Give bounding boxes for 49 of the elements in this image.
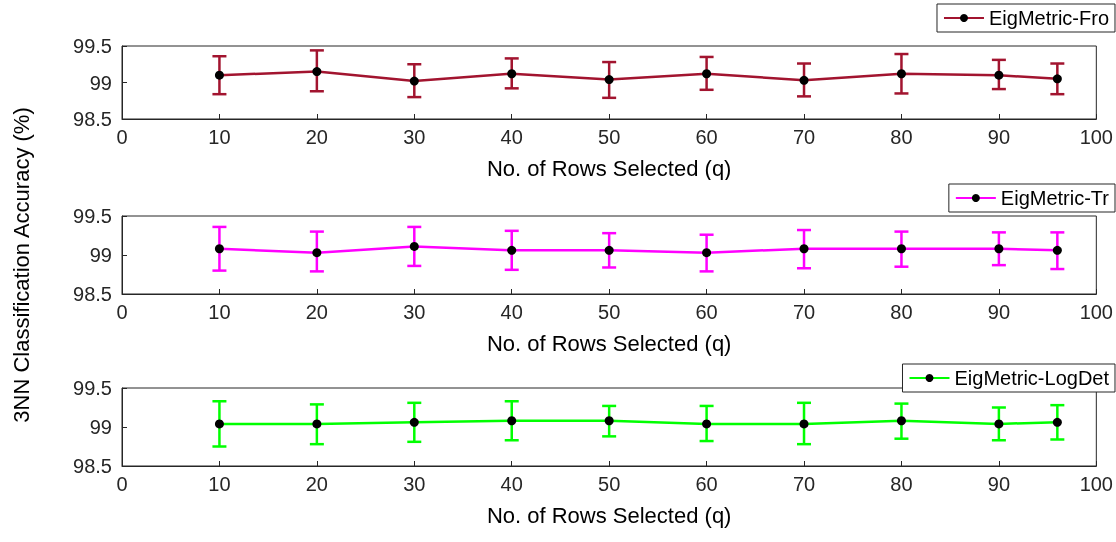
x-axis-title: No. of Rows Selected (q) xyxy=(486,330,732,356)
x-tick-label: 0 xyxy=(116,301,128,323)
x-tick-label: 90 xyxy=(987,126,1011,148)
legend-label: EigMetric-Tr xyxy=(1000,187,1110,209)
x-tick-label: 80 xyxy=(890,126,913,148)
x-tick-label: 10 xyxy=(208,301,231,323)
legend-label: EigMetric-LogDet xyxy=(954,367,1110,389)
x-tick-label: 30 xyxy=(403,301,426,323)
x-tick-label: 60 xyxy=(695,126,718,148)
x-tick-label: 40 xyxy=(500,126,523,148)
y-tick-label: 99 xyxy=(89,244,112,266)
x-tick-label: 50 xyxy=(598,126,621,148)
x-tick-label: 10 xyxy=(208,473,231,495)
x-tick-label: 0 xyxy=(116,126,128,148)
x-tick-label: 20 xyxy=(305,301,328,323)
legend-label: EigMetric-Fro xyxy=(988,7,1110,29)
y-tick-label: 98.5 xyxy=(73,283,112,305)
x-tick-label: 60 xyxy=(695,301,718,323)
x-tick-label: 70 xyxy=(792,126,816,148)
x-tick-label: 20 xyxy=(305,473,328,495)
x-tick-label: 0 xyxy=(116,473,128,495)
x-tick-label: 80 xyxy=(890,301,913,323)
x-tick-label: 60 xyxy=(695,473,718,495)
y-tick-label: 99.5 xyxy=(73,377,112,399)
y-tick-label: 98.5 xyxy=(73,455,112,477)
x-tick-label: 100 xyxy=(1079,473,1113,495)
x-tick-label: 40 xyxy=(500,301,523,323)
y-axis-title: 3NN Classification Accuracy (%) xyxy=(9,107,35,423)
x-axis-title: No. of Rows Selected (q) xyxy=(486,502,732,528)
y-tick-label: 99.5 xyxy=(73,205,112,227)
y-tick-label: 98.5 xyxy=(73,108,112,130)
x-tick-label: 20 xyxy=(305,126,328,148)
x-tick-label: 40 xyxy=(500,473,523,495)
x-tick-label: 30 xyxy=(403,473,426,495)
y-tick-label: 99 xyxy=(89,416,112,438)
x-tick-label: 50 xyxy=(598,473,621,495)
x-tick-label: 50 xyxy=(598,301,621,323)
x-tick-label: 70 xyxy=(792,301,816,323)
x-tick-label: 10 xyxy=(208,126,231,148)
x-tick-label: 70 xyxy=(792,473,816,495)
x-tick-label: 100 xyxy=(1079,301,1113,323)
x-axis-title: No. of Rows Selected (q) xyxy=(486,155,732,181)
x-tick-label: 80 xyxy=(890,473,913,495)
x-tick-label: 90 xyxy=(987,301,1011,323)
y-tick-label: 99.5 xyxy=(73,35,112,57)
x-tick-label: 30 xyxy=(403,126,426,148)
x-tick-label: 100 xyxy=(1079,126,1113,148)
y-tick-label: 99 xyxy=(89,71,112,94)
x-tick-label: 90 xyxy=(987,473,1011,495)
